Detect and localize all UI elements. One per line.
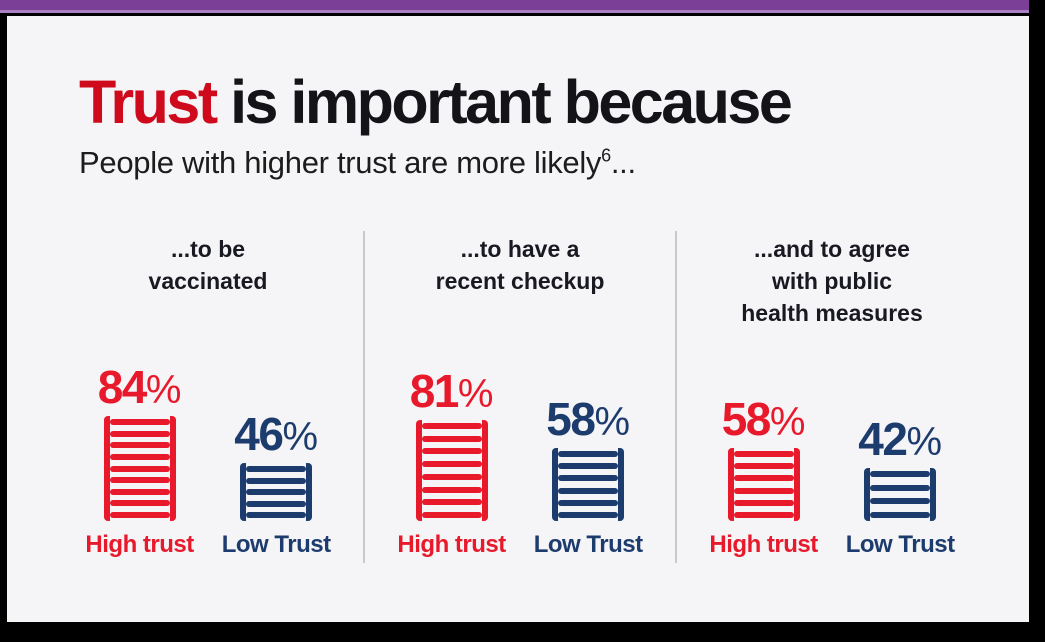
ladder-rung [421,461,482,468]
ladder-rung [870,484,931,491]
subtitle-ellipsis: ... [610,145,636,180]
ladder-rung [246,489,307,495]
ladder-icon [727,448,800,521]
title-highlight: Trust [79,68,218,136]
ladder-rung [421,423,482,429]
percent-sign: % [145,368,182,413]
percent-sign: % [457,372,494,417]
ladder-rung [733,463,794,470]
ladder-icon [240,463,313,521]
ladder-icon [552,448,625,521]
ladder-rung [870,511,931,518]
stat-value: 58% [721,393,806,446]
ladder-rung [246,500,307,507]
percent-sign: % [769,400,806,445]
ladder-rung [246,477,307,484]
low-trust-stat: 42% Low Trust [845,413,955,559]
ladder-rung [109,512,170,518]
low-trust-stat: 46% Low Trust [221,408,331,559]
slide: Trust is important because People with h… [7,16,1029,622]
page-title: Trust is important because [79,72,1029,133]
ladder-rung [109,477,170,484]
ladder-rung [421,499,482,506]
column-heading: ...and to agree with public health measure… [741,236,923,327]
stat-column: ...to be vaccinated 84% High trust 46% Low Tr… [53,231,363,563]
stat-pair: 84% High trust 46% Low Trust [85,361,331,559]
title-rest: is important because [215,68,793,136]
ladder-rung [109,430,170,437]
ladder-rung [421,473,482,480]
ladder-rung [870,498,931,505]
ladder-rung [733,499,794,506]
ladder-rung [421,486,482,493]
ladder-rung [109,488,170,495]
stat-value: 58% [546,393,631,446]
ladder-icon [103,416,176,521]
ladder-rung [558,451,619,457]
ladder-rung [421,435,482,442]
ladder-rung [558,475,619,482]
stat-value: 42% [858,413,943,466]
ladder-rung [558,487,619,494]
ladder-rung [421,511,482,518]
percent-sign: % [282,415,319,460]
stat-pair: 58% High trust 42% Low Trust [709,393,955,559]
ladder-rung [558,499,619,506]
column-heading: ...to be vaccinated [148,236,268,295]
ladder-rung [109,442,170,449]
subtitle-footnote-marker: 6 [601,145,611,166]
stat-column: ...and to agree with public health measure… [675,231,987,563]
stat-value: 81% [409,365,494,418]
stat-value: 46% [234,408,319,461]
header-accent-bar [0,0,1029,13]
ladder-icon [864,468,937,521]
ladder-rung [109,419,170,425]
ladder-icon [415,420,488,521]
stat-column: ...to have a recent checkup 81% High trust 5… [363,231,675,563]
ladder-rung [421,448,482,455]
ladder-rung [558,511,619,518]
ladder-rung [733,451,794,457]
stat-label: High trust [709,531,818,558]
ladder-rung [733,511,794,518]
low-trust-stat: 58% Low Trust [533,393,643,559]
stat-label: Low Trust [845,531,955,558]
stats-columns: ...to be vaccinated 84% High trust 46% Low Tr… [53,231,987,563]
ladder-rung [733,487,794,494]
percent-sign: % [906,420,943,465]
stat-label: High trust [85,531,194,558]
high-trust-stat: 81% High trust [397,365,506,559]
ladder-rung [109,465,170,472]
ladder-rung [246,512,307,518]
ladder-rung [246,466,307,472]
percent-sign: % [594,400,631,445]
stat-label: High trust [397,531,506,558]
stat-label: Low Trust [221,531,331,558]
ladder-rung [558,463,619,470]
slide-header: Trust is important because People with h… [7,16,1029,181]
column-heading: ...to have a recent checkup [435,236,605,295]
page-subtitle: People with higher trust are more likely… [79,145,1029,181]
ladder-rung [733,475,794,482]
stat-pair: 81% High trust 58% Low Trust [397,365,643,559]
subtitle-text: People with higher trust are more likely [79,145,602,180]
high-trust-stat: 58% High trust [709,393,818,559]
high-trust-stat: 84% High trust [85,361,194,559]
ladder-rung [870,471,931,477]
stat-label: Low Trust [533,531,643,558]
stat-value: 84% [97,361,182,414]
ladder-rung [109,453,170,460]
ladder-rung [109,500,170,507]
